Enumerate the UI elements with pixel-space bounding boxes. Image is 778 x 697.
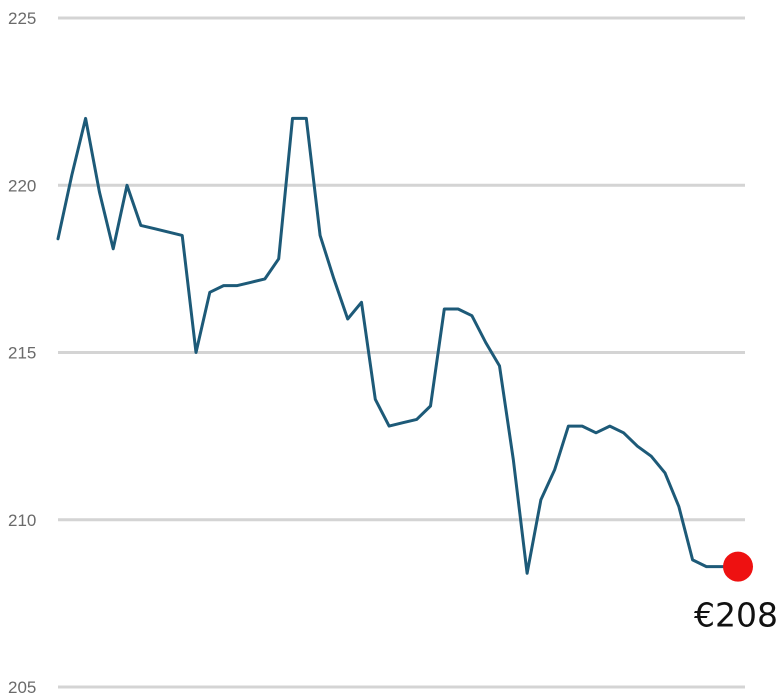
- y-tick-labels: 225 220 215 210 205: [8, 9, 36, 697]
- y-tick-label-225: 225: [8, 9, 36, 28]
- series-layer: [56, 116, 736, 575]
- end-marker-layer: €208: [694, 551, 778, 635]
- y-tick-label-205: 205: [8, 678, 36, 697]
- y-tick-label-220: 220: [8, 176, 36, 195]
- y-tick-label-210: 210: [8, 511, 36, 530]
- y-tick-label-215: 215: [8, 344, 36, 363]
- end-marker-dot: [723, 551, 753, 582]
- series-line: [56, 116, 736, 575]
- grid-lines: [58, 16, 745, 689]
- end-value-label: €208: [694, 596, 778, 635]
